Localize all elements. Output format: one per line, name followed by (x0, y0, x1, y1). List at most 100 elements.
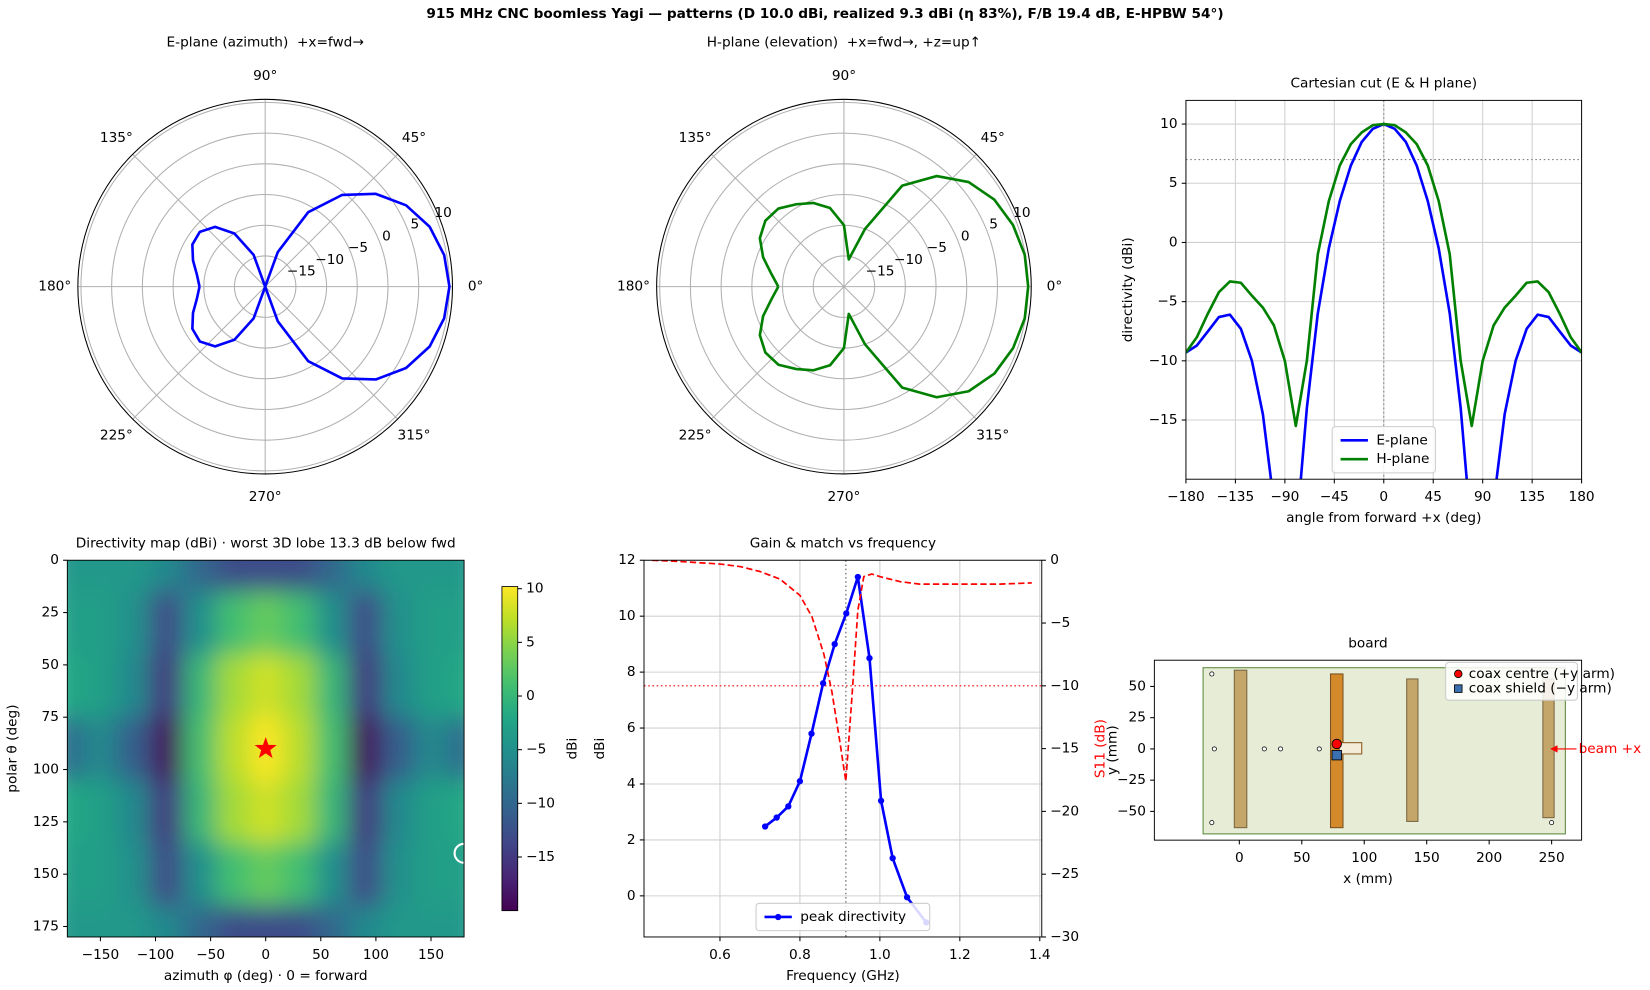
data-point (889, 854, 896, 862)
heatmap-cell (67, 560, 85, 593)
annotation-text: beam +x (1579, 741, 1642, 757)
heatmap-cell (183, 779, 217, 844)
grid (644, 559, 1042, 937)
grid-line (843, 153, 977, 288)
heatmap-cell (83, 560, 118, 593)
heatmap-cell (83, 905, 118, 937)
heatmap-cell (83, 717, 118, 781)
y2-tick-label: −30 (1050, 929, 1079, 945)
marker (1331, 738, 1342, 750)
x-axis-label: azimuth φ (deg) · 0 = forward (164, 968, 368, 984)
heatmap-cell (447, 560, 465, 593)
y2-axis-label: S11 (dB) (1093, 719, 1109, 778)
heatmap-cell (149, 779, 184, 844)
heatmap-cell (149, 717, 184, 781)
pattern-line (758, 174, 1030, 399)
heatmap-cell (315, 842, 349, 907)
chart-title: Gain & match vs frequency (750, 535, 936, 551)
x-tick-label: 90 (1474, 489, 1491, 505)
r-tick-label: −10 (894, 252, 923, 268)
heatmap-cell (116, 779, 151, 844)
r-tick-label: 0 (382, 228, 391, 244)
x-tick-label: −150 (82, 947, 120, 963)
heatmap-cell (282, 905, 316, 937)
y-axis-label: directivity (dBi) (1120, 237, 1136, 342)
heatmap-cell (116, 842, 151, 907)
data-point (866, 654, 873, 662)
x-tick-label: 180 (1569, 489, 1595, 505)
chart-title: Cartesian cut (E & H plane) (1291, 76, 1478, 92)
y-tick-label: 10 (618, 608, 635, 624)
heatmap-cell (83, 591, 118, 655)
theta-tick-label: 135° (100, 130, 133, 146)
heatmap-cell (414, 779, 449, 844)
y-tick-label: −5 (1157, 294, 1177, 310)
data-point (831, 640, 838, 648)
mounting-hole (1549, 820, 1555, 826)
theta-tick-label: 135° (679, 130, 712, 146)
heatmap-cell (67, 905, 85, 937)
heatmap-cell (348, 905, 382, 937)
polar-frame (77, 98, 454, 475)
legend-box (1331, 426, 1436, 474)
heatmap-cell (83, 779, 118, 844)
data-point (854, 573, 862, 581)
y2-tick-label: 0 (1050, 552, 1059, 568)
theta-tick-label: 90° (832, 68, 856, 84)
x-tick-label: 0 (1235, 850, 1244, 866)
heatmap-cell (149, 560, 184, 593)
heatmap-cell (216, 591, 250, 655)
x-axis-label: x (mm) (1343, 871, 1393, 887)
y-axis-label: y (mm) (1104, 725, 1120, 775)
colorbar-tick-label: 5 (526, 634, 535, 650)
heatmap-cell (183, 654, 217, 718)
plot-area (1185, 100, 1582, 480)
heatmap-cell (249, 654, 283, 718)
chart-title: board (1348, 635, 1387, 651)
colorbar-tick-label: −10 (526, 795, 555, 811)
y-tick-label: 125 (33, 814, 59, 830)
heatmap-cell (249, 905, 283, 937)
plot-frame (1153, 659, 1583, 841)
series-line (764, 575, 928, 924)
r-tick-label: 0 (961, 228, 970, 244)
data-point (808, 730, 815, 737)
heatmap-cell (67, 717, 85, 781)
grid-line (711, 286, 845, 420)
chart-title: H-plane (elevation) +x=fwd→, +z=up↑ (707, 35, 981, 51)
pattern-line (191, 192, 451, 381)
y-tick-label: 0 (50, 552, 59, 568)
r-tick-label: −15 (287, 264, 316, 280)
y-tick-label: 10 (1160, 116, 1177, 132)
x-tick-label: 50 (1293, 850, 1310, 866)
heatmap-cell (414, 560, 449, 593)
heatmap-cell (315, 560, 349, 593)
mounting-hole (1261, 746, 1267, 752)
heatmap-cell (249, 779, 283, 844)
heatmap-cell (282, 591, 316, 655)
heatmap-cell (183, 591, 217, 655)
y2-tick-label: −15 (1050, 741, 1079, 757)
heatmap-cell (116, 717, 151, 781)
x-tick-label: 135 (1519, 489, 1545, 505)
y-axis-label: polar θ (deg) (5, 704, 21, 792)
theta-tick-label: 270° (249, 489, 282, 505)
heatmap-cell (315, 654, 349, 718)
y-tick-label: −15 (1149, 412, 1178, 428)
heatmap-cell (348, 779, 382, 844)
heatmap-cell (348, 560, 382, 593)
colorbar-tick-label: 0 (526, 688, 535, 704)
heatmap-cell (249, 591, 283, 655)
x-tick-label: 250 (1539, 850, 1565, 866)
series-line (651, 560, 1032, 783)
heatmap-cell (315, 717, 349, 781)
theta-tick-label: 180° (617, 279, 650, 295)
y-tick-label: 2 (627, 832, 636, 848)
circle-marker (453, 842, 465, 864)
x-tick-label: 50 (312, 947, 329, 963)
heatmap-cell (414, 717, 449, 781)
heatmap-cell (67, 779, 85, 844)
legend-swatch (1454, 684, 1463, 693)
y-tick-label: 0 (1137, 741, 1146, 757)
